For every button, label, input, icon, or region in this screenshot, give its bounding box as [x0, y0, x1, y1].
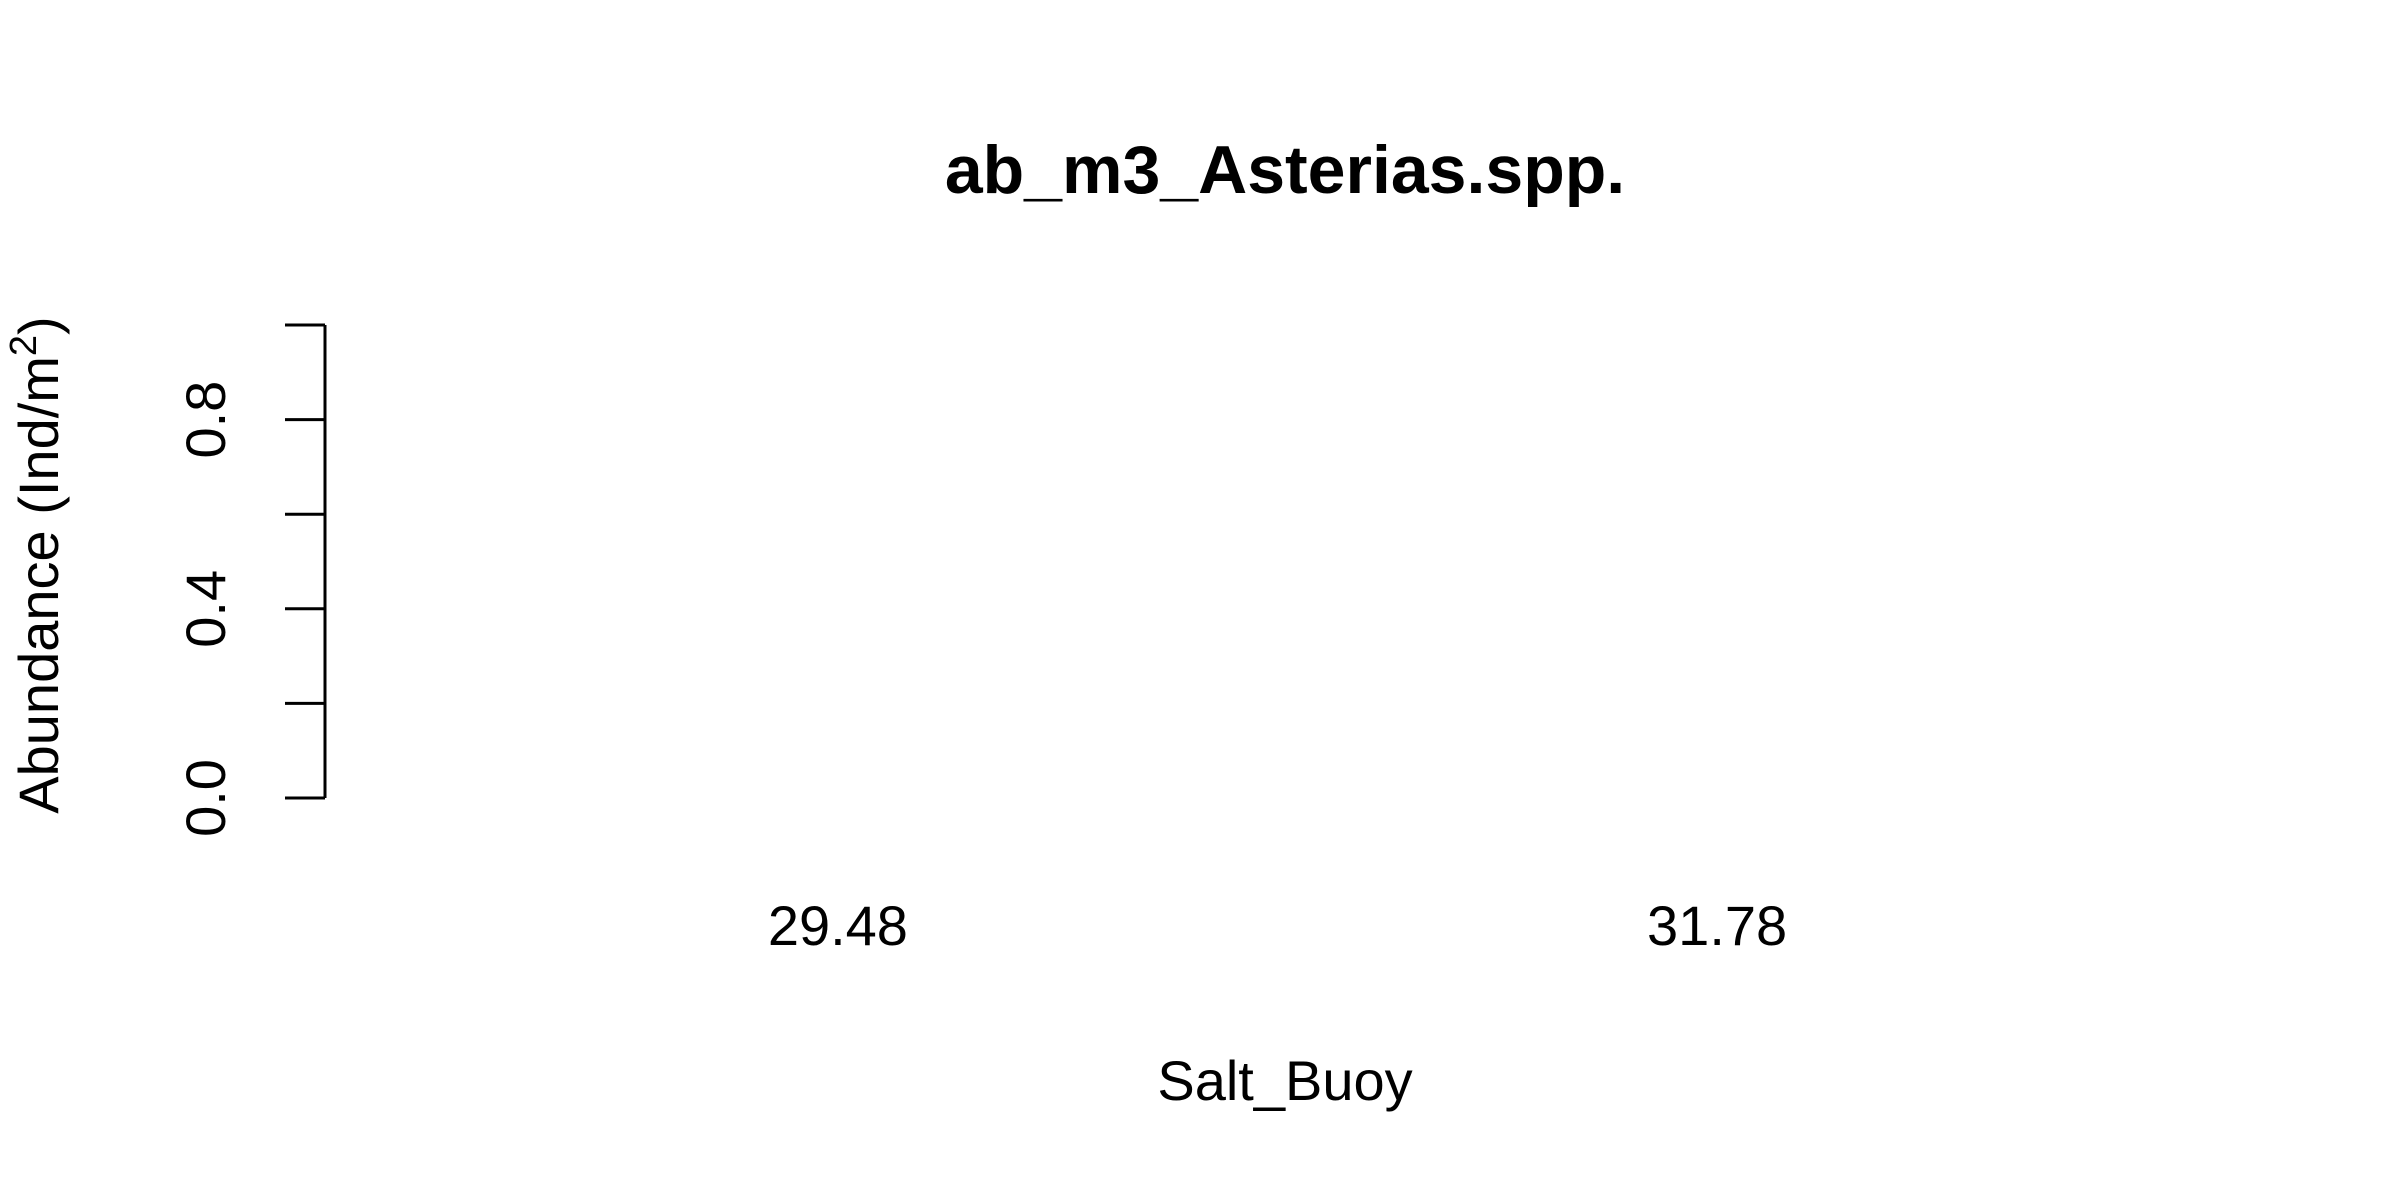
x-tick-label: 29.48: [768, 894, 908, 957]
y-tick-label: 0.0: [174, 759, 237, 837]
y-axis-label: Abundance (Ind/m2): [3, 316, 70, 813]
y-ticks: [285, 323, 325, 800]
x-tick-label: 31.78: [1647, 894, 1787, 957]
y-tick-labels: 0.0 0.4 0.8: [174, 381, 237, 837]
y-axis-label-superscript: 2: [3, 335, 45, 356]
x-axis-label: Salt_Buoy: [1157, 1049, 1412, 1112]
y-axis: 0.0 0.4 0.8: [174, 323, 327, 837]
y-tick-label: 0.8: [174, 381, 237, 459]
y-axis-label-close: ): [7, 316, 70, 335]
y-axis-label-main: Abundance (Ind/m: [7, 356, 70, 814]
chart-title: ab_m3_Asterias.spp.: [945, 132, 1625, 208]
x-tick-labels: 29.48 31.78: [768, 894, 1787, 957]
y-tick-label: 0.4: [174, 570, 237, 648]
